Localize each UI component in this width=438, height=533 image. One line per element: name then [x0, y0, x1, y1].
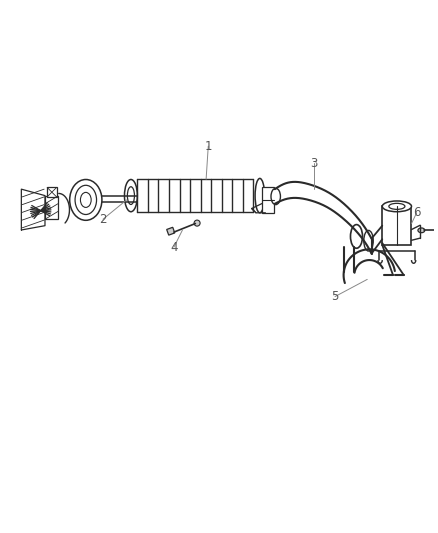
Bar: [47, 188, 57, 197]
Ellipse shape: [350, 224, 363, 248]
Bar: [262, 187, 275, 213]
Circle shape: [194, 220, 200, 226]
Ellipse shape: [124, 180, 138, 212]
Ellipse shape: [271, 188, 280, 205]
Ellipse shape: [418, 228, 425, 233]
Ellipse shape: [389, 203, 405, 209]
Bar: [382, 206, 411, 245]
Ellipse shape: [75, 185, 96, 214]
Text: 4: 4: [170, 241, 178, 254]
Ellipse shape: [364, 230, 373, 251]
Text: 3: 3: [310, 157, 317, 170]
Ellipse shape: [255, 179, 265, 213]
Ellipse shape: [127, 187, 134, 205]
Bar: [45, 196, 58, 219]
Ellipse shape: [81, 192, 91, 207]
Ellipse shape: [70, 180, 102, 220]
Text: 6: 6: [413, 206, 420, 219]
Ellipse shape: [382, 201, 411, 212]
Bar: [167, 227, 175, 235]
Text: 2: 2: [99, 213, 107, 226]
Text: 1: 1: [205, 140, 212, 152]
Text: 5: 5: [331, 290, 339, 303]
